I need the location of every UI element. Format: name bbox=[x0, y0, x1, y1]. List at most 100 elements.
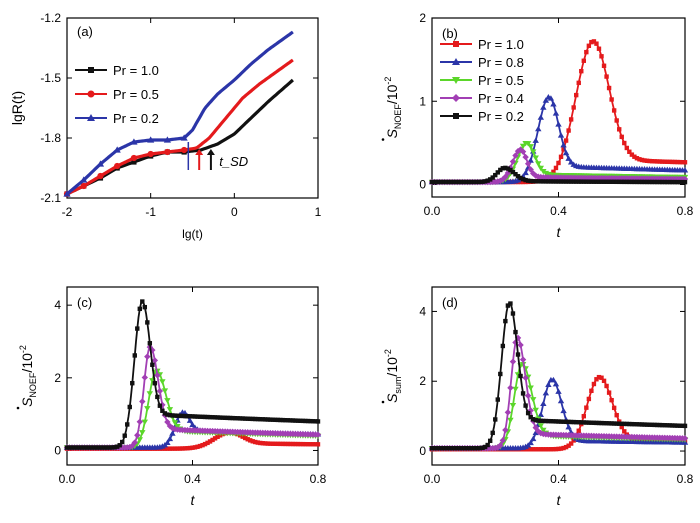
data-point bbox=[681, 167, 689, 173]
data-point bbox=[550, 376, 557, 383]
data-point bbox=[576, 428, 581, 433]
data-point bbox=[584, 179, 589, 184]
data-point bbox=[537, 165, 544, 172]
data-point bbox=[566, 443, 571, 448]
data-point bbox=[72, 445, 77, 450]
data-point bbox=[601, 378, 607, 384]
data-point bbox=[64, 445, 70, 450]
y-axis-label: SNOEF/10-2 bbox=[381, 77, 403, 141]
data-point bbox=[562, 149, 570, 156]
legend-marker bbox=[452, 77, 460, 84]
data-point bbox=[439, 179, 445, 185]
data-point bbox=[584, 405, 589, 410]
x-tick-label: 0.0 bbox=[424, 472, 441, 486]
data-point bbox=[568, 179, 574, 184]
data-point bbox=[169, 430, 176, 436]
data-point bbox=[514, 177, 522, 183]
data-point bbox=[197, 443, 203, 449]
data-point bbox=[265, 441, 270, 446]
data-point bbox=[104, 445, 110, 450]
data-point bbox=[280, 417, 286, 423]
x-axis-label: lg(t) bbox=[182, 227, 203, 241]
data-point bbox=[475, 446, 480, 451]
data-point bbox=[180, 134, 188, 141]
data-point bbox=[606, 85, 612, 91]
data-point bbox=[293, 441, 298, 447]
data-point bbox=[114, 162, 121, 170]
data-point bbox=[182, 446, 188, 451]
data-point bbox=[455, 179, 460, 185]
data-point bbox=[250, 439, 255, 444]
data-point bbox=[167, 412, 173, 418]
data-point bbox=[166, 435, 174, 442]
data-point bbox=[660, 179, 665, 185]
data-point bbox=[460, 446, 465, 451]
data-point bbox=[225, 415, 230, 421]
data-point bbox=[527, 407, 534, 414]
data-point bbox=[131, 159, 137, 165]
data-point bbox=[455, 446, 460, 451]
data-point bbox=[509, 158, 517, 165]
data-point bbox=[186, 417, 194, 423]
data-point bbox=[532, 407, 539, 414]
data-point bbox=[627, 149, 632, 154]
data-point bbox=[310, 442, 316, 447]
data-point bbox=[548, 447, 554, 452]
data-point bbox=[452, 446, 457, 451]
data-point bbox=[165, 446, 170, 451]
data-point bbox=[314, 431, 322, 438]
data-point bbox=[510, 169, 516, 175]
data-point bbox=[94, 445, 100, 450]
legend-marker bbox=[453, 41, 459, 47]
data-point bbox=[677, 159, 683, 165]
data-point bbox=[520, 179, 526, 185]
data-point bbox=[170, 413, 175, 418]
data-point bbox=[560, 142, 567, 148]
legend-label: Pr = 0.8 bbox=[478, 55, 524, 70]
data-point bbox=[515, 352, 521, 357]
data-point bbox=[444, 179, 450, 185]
data-point bbox=[566, 179, 571, 184]
data-point bbox=[555, 388, 562, 394]
y-tick-label: 1 bbox=[419, 94, 426, 108]
data-point bbox=[574, 419, 579, 425]
data-point bbox=[624, 145, 630, 151]
data-point bbox=[624, 179, 630, 185]
data-point bbox=[647, 158, 652, 164]
data-point bbox=[561, 147, 566, 152]
data-point bbox=[490, 430, 495, 436]
data-point bbox=[584, 49, 589, 55]
data-point bbox=[637, 157, 642, 162]
legend-item: Pr = 1.0 bbox=[75, 63, 159, 78]
data-point bbox=[594, 41, 599, 46]
panel-label-3: (d) bbox=[442, 295, 458, 310]
data-point bbox=[80, 182, 87, 190]
data-point bbox=[611, 108, 617, 113]
data-point bbox=[154, 372, 161, 379]
data-point bbox=[680, 423, 685, 429]
data-point bbox=[680, 159, 685, 165]
x-tick-label: -2 bbox=[62, 205, 73, 219]
data-point bbox=[232, 415, 238, 421]
data-point bbox=[627, 421, 632, 427]
data-point bbox=[303, 418, 308, 424]
data-point bbox=[642, 179, 647, 185]
data-point bbox=[181, 146, 188, 154]
data-point bbox=[205, 414, 210, 420]
data-point bbox=[177, 413, 183, 419]
plot-frame bbox=[66, 17, 319, 199]
data-point bbox=[632, 154, 637, 159]
data-point bbox=[285, 441, 291, 447]
data-point bbox=[604, 74, 609, 79]
data-point bbox=[670, 423, 675, 428]
data-point bbox=[79, 445, 85, 450]
data-point bbox=[171, 420, 179, 426]
data-point bbox=[136, 418, 143, 425]
data-point bbox=[524, 141, 532, 147]
data-point bbox=[520, 177, 526, 182]
legend-label: Pr = 0.2 bbox=[478, 109, 524, 124]
data-point bbox=[537, 114, 544, 120]
data-point bbox=[528, 415, 533, 420]
data-point bbox=[187, 445, 193, 451]
data-point bbox=[283, 417, 288, 423]
